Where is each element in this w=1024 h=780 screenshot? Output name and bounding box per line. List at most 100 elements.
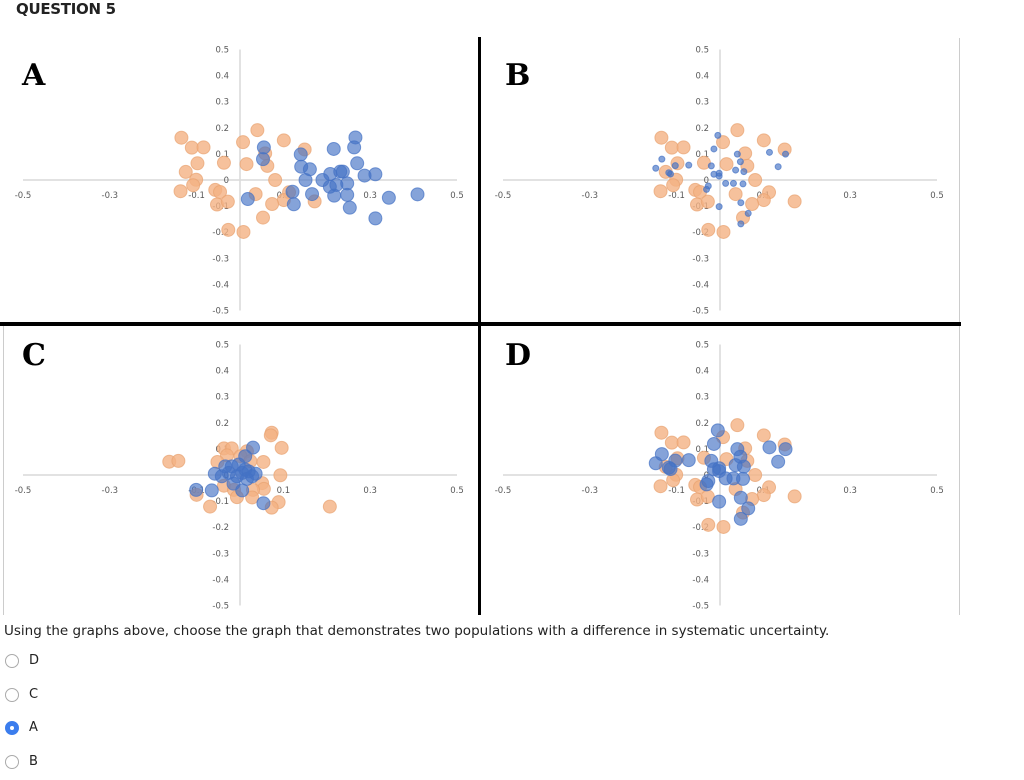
- orange-data-point: [196, 140, 211, 155]
- blue-data-point: [335, 164, 350, 179]
- x-tick-label: 0.1: [277, 486, 291, 496]
- orange-data-point: [174, 130, 189, 145]
- radio-button[interactable]: [5, 687, 19, 702]
- blue-data-point: [381, 190, 396, 205]
- blue-data-point: [658, 155, 666, 163]
- blue-data-point: [778, 442, 793, 457]
- x-tick-label: 0.3: [843, 191, 857, 201]
- blue-data-point: [706, 436, 721, 451]
- question-text: Using the graphs above, choose the graph…: [4, 623, 830, 639]
- chart-b: 0.5 0.4 0.3 0.2 0.1 0 -0.1 -0.2 -0.3 -0.4 -0.5 -0.5…: [480, 30, 960, 320]
- blue-data-point: [240, 192, 255, 207]
- divider-horizontal: [0, 322, 961, 326]
- x-tick-label: 0.3: [363, 486, 377, 496]
- orange-data-point: [745, 197, 760, 212]
- orange-data-point: [268, 173, 283, 187]
- blue-data-point: [326, 141, 341, 156]
- orange-data-point: [719, 157, 734, 172]
- blue-data-point: [681, 453, 696, 468]
- blue-data-point: [714, 131, 722, 139]
- orange-data-point: [700, 194, 715, 209]
- border-left: [3, 326, 4, 615]
- y-tick-label: 0: [224, 176, 229, 186]
- y-tick-label: -0.2: [212, 228, 229, 238]
- blue-data-point: [715, 172, 723, 180]
- y-tick-label: -0.3: [212, 549, 229, 559]
- border-right: [959, 38, 960, 615]
- blue-data-point: [347, 140, 362, 155]
- x-tick-label: 0.5: [450, 191, 464, 201]
- y-tick-label: -0.2: [692, 523, 709, 533]
- x-tick-label: -0.5: [495, 486, 512, 496]
- panel-label: D: [505, 338, 531, 373]
- y-tick-label: 0: [704, 176, 709, 186]
- blue-data-point: [256, 496, 271, 511]
- option-b[interactable]: B: [5, 754, 38, 769]
- blue-data-point: [652, 164, 660, 172]
- option-c[interactable]: C: [5, 687, 38, 702]
- blue-data-point: [285, 184, 300, 199]
- orange-data-point: [273, 468, 288, 483]
- blue-data-point: [703, 185, 711, 193]
- orange-data-point: [730, 418, 745, 433]
- option-a[interactable]: A: [5, 720, 38, 735]
- orange-data-point: [216, 155, 231, 170]
- radio-button[interactable]: [5, 754, 19, 769]
- y-tick-label: 0.4: [215, 367, 229, 377]
- orange-data-point: [250, 123, 265, 138]
- blue-data-point: [298, 173, 313, 187]
- blue-data-point: [667, 170, 675, 178]
- orange-data-point: [748, 468, 763, 482]
- option-label: D: [29, 653, 40, 668]
- y-tick-label: 0.5: [215, 46, 229, 56]
- orange-data-point: [756, 133, 771, 148]
- y-tick-label: 0.5: [695, 46, 709, 56]
- blue-data-point: [648, 456, 663, 471]
- x-tick-label: 0.3: [363, 191, 377, 201]
- blue-data-point: [368, 211, 383, 226]
- orange-data-point: [265, 197, 280, 212]
- y-tick-label: 0.3: [695, 98, 709, 108]
- y-tick-label: 0.2: [695, 124, 709, 134]
- y-tick-label: -0.4: [212, 575, 229, 585]
- radio-button[interactable]: [5, 653, 19, 668]
- x-tick-label: -0.5: [15, 486, 32, 496]
- radio-button[interactable]: [5, 720, 19, 735]
- orange-data-point: [654, 130, 669, 145]
- blue-data-point: [744, 209, 752, 217]
- x-tick-label: 0.5: [930, 486, 944, 496]
- y-tick-label: -0.5: [212, 602, 229, 612]
- orange-data-point: [239, 157, 254, 172]
- orange-data-point: [256, 454, 271, 469]
- y-tick-label: -0.3: [692, 254, 709, 264]
- chart-c: 0.50.40.30.20.10-0.1-0.2-0.3-0.4-0.5-0.5…: [0, 325, 480, 615]
- chart-d: 0.50.40.30.20.10-0.1-0.2-0.3-0.4-0.5-0.5…: [480, 325, 960, 615]
- orange-data-point: [236, 224, 251, 239]
- orange-data-point: [716, 135, 731, 150]
- orange-data-point: [676, 140, 691, 155]
- blue-data-point: [286, 197, 301, 212]
- blue-data-point: [733, 511, 748, 526]
- blue-data-point: [774, 163, 782, 171]
- orange-data-point: [676, 435, 691, 450]
- x-tick-label: -0.3: [582, 486, 599, 496]
- y-tick-label: -0.5: [692, 602, 709, 612]
- x-tick-label: 0.5: [930, 191, 944, 201]
- blue-data-point: [235, 483, 250, 498]
- option-d[interactable]: D: [5, 653, 39, 668]
- orange-data-point: [756, 488, 771, 503]
- x-tick-label: -0.3: [102, 191, 119, 201]
- blue-data-point: [256, 152, 271, 167]
- scatter-plot: 0.50.40.30.20.10-0.1-0.2-0.3-0.4-0.5-0.5…: [495, 338, 944, 612]
- blue-data-point: [663, 461, 678, 476]
- orange-data-point: [653, 184, 668, 199]
- orange-data-point: [701, 222, 716, 237]
- orange-data-point: [173, 184, 188, 199]
- blue-data-point: [771, 454, 786, 469]
- orange-data-point: [178, 164, 193, 179]
- panel-label: A: [21, 58, 46, 93]
- orange-data-point: [274, 440, 289, 455]
- blue-data-point: [710, 145, 718, 153]
- blue-data-point: [189, 482, 204, 497]
- blue-data-point: [722, 179, 730, 187]
